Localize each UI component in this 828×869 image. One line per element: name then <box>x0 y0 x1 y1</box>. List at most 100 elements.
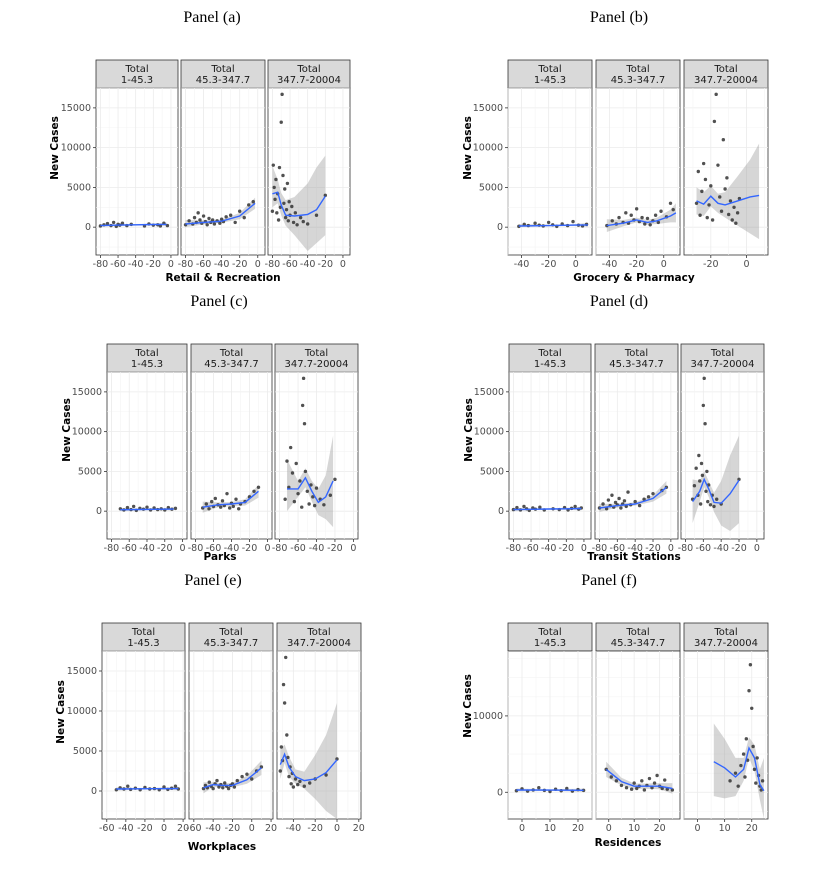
data-point <box>712 504 716 509</box>
x-tick-label: -20 <box>629 259 645 270</box>
smooth-curve <box>272 191 326 217</box>
data-point <box>700 473 705 478</box>
panel-f: Panel (f)New CasesResidencesTotal1-45.30… <box>462 572 769 849</box>
data-point <box>619 783 624 788</box>
y-tick-label: 0 <box>497 222 503 233</box>
x-tick-label: -40 <box>118 823 134 834</box>
x-tick-label: -20 <box>242 543 258 554</box>
data-point <box>282 701 287 705</box>
y-tick-label: 10000 <box>474 427 504 438</box>
x-tick-label: 20 <box>572 823 584 834</box>
y-tick-label: 5000 <box>73 746 97 757</box>
x-tick-label: -20 <box>146 259 162 270</box>
data-point <box>533 221 537 225</box>
facet-strip-line-2: 45.3-347.7 <box>204 638 259 649</box>
data-point <box>305 222 310 226</box>
data-point <box>629 787 634 791</box>
data-point <box>296 491 300 496</box>
x-tick-label: 0 <box>695 823 701 834</box>
x-tick-label: -40 <box>139 543 155 554</box>
data-point <box>282 201 286 206</box>
data-point <box>707 203 711 207</box>
data-point <box>242 215 246 220</box>
data-point <box>252 489 256 493</box>
facet-strip-line-2: 1-45.3 <box>534 75 566 86</box>
data-point <box>642 788 647 792</box>
panel-e: Panel (e)New CasesWorkplacesTotal1-45.3-… <box>55 572 365 853</box>
data-point <box>300 505 304 509</box>
data-point <box>702 376 706 381</box>
facet-strip-line-2: 1-45.3 <box>127 638 159 649</box>
data-point <box>646 495 651 499</box>
facet-strip-line-2: 1-45.3 <box>534 359 566 370</box>
x-tick-label: -40 <box>309 543 325 554</box>
data-point <box>298 479 302 483</box>
data-point <box>653 213 658 217</box>
data-point <box>162 785 166 789</box>
x-tick-label: -80 <box>178 259 194 270</box>
data-point <box>273 197 277 202</box>
data-point <box>277 165 282 170</box>
y-tick-label: 15000 <box>473 103 503 114</box>
x-tick-label: -40 <box>286 823 302 834</box>
data-point <box>624 211 628 215</box>
facet-strip-line-1: Total <box>713 627 737 638</box>
facet-strip-line-2: 347.7-20004 <box>694 638 758 649</box>
data-point <box>234 497 238 501</box>
y-tick-label: 15000 <box>67 666 97 677</box>
plot-area <box>594 371 679 540</box>
data-point <box>716 163 720 167</box>
data-point <box>247 203 251 207</box>
smooth-curve <box>518 224 588 227</box>
data-point <box>302 421 307 426</box>
data-point <box>291 220 296 225</box>
data-point <box>728 199 733 203</box>
data-point <box>238 209 242 213</box>
x-tick-label: -60 <box>186 823 202 834</box>
data-point <box>699 461 704 466</box>
data-point <box>613 500 618 505</box>
x-tick-label: 0 <box>581 543 587 554</box>
data-point <box>719 209 724 213</box>
data-point <box>314 486 319 490</box>
x-tick-label: 20 <box>353 823 365 834</box>
x-tick-label: 0 <box>168 259 174 270</box>
data-point <box>279 120 283 124</box>
x-tick-label: -20 <box>232 259 248 270</box>
x-tick-label: -20 <box>559 543 575 554</box>
data-point <box>250 777 254 781</box>
data-point <box>733 771 738 775</box>
data-point <box>275 211 279 215</box>
y-tick-label: 10000 <box>72 427 102 438</box>
data-point <box>744 737 749 741</box>
data-point <box>747 689 751 693</box>
data-point <box>648 223 652 227</box>
x-axis-title: Retail & Recreation <box>165 272 280 284</box>
facet-strip-line-1: Total <box>131 627 155 638</box>
x-tick-label: 10 <box>719 823 731 834</box>
x-tick-label: -60 <box>523 543 539 554</box>
data-point <box>714 92 718 97</box>
data-point <box>125 505 130 510</box>
facet-strip-line-2: 347.7-20004 <box>287 638 351 649</box>
data-point <box>298 779 302 784</box>
data-point <box>293 211 298 215</box>
panel-title: Panel (d) <box>590 293 648 310</box>
data-point <box>614 779 619 783</box>
smooth-curve <box>203 767 262 789</box>
x-tick-label: -20 <box>731 543 747 554</box>
data-point <box>698 502 703 506</box>
data-point <box>270 209 275 213</box>
data-point <box>120 221 125 225</box>
data-point <box>610 493 614 497</box>
data-point <box>285 181 290 186</box>
x-tick-label: 0 <box>519 823 525 834</box>
data-point <box>293 777 298 781</box>
data-point <box>165 223 170 228</box>
